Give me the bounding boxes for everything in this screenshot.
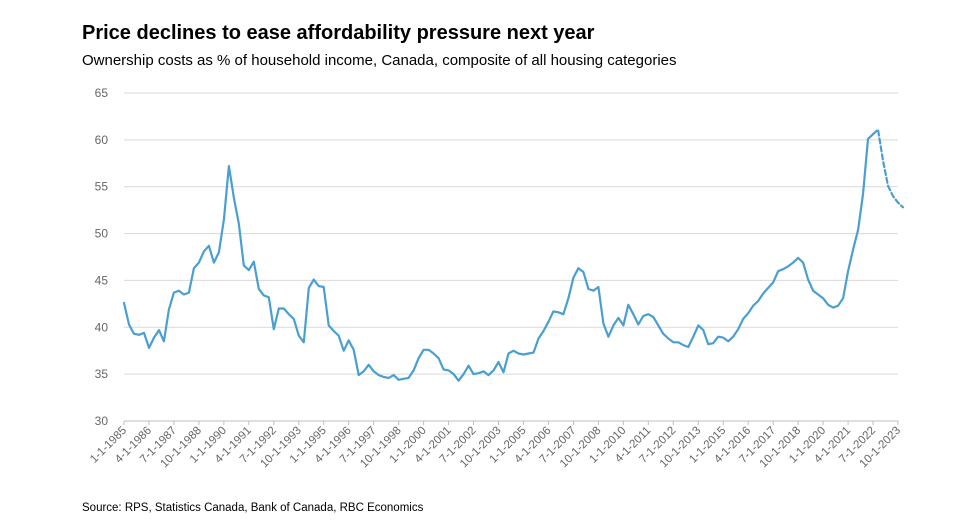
y-tick-label: 65	[95, 86, 109, 100]
y-tick-label: 55	[95, 180, 109, 194]
y-tick-label: 40	[95, 320, 109, 334]
series-lines	[122, 128, 905, 382]
y-tick-label: 50	[95, 227, 109, 241]
chart-title: Price declines to ease affordability pre…	[82, 22, 595, 44]
y-tick-label: 35	[95, 367, 109, 381]
chart-source: Source: RPS, Statistics Canada, Bank of …	[82, 502, 424, 514]
y-axis-ticks: 30 35 40 45 50 55 60 65	[95, 86, 109, 428]
y-tick-label: 60	[95, 133, 109, 147]
series-line-forecast	[871, 128, 905, 209]
y-tick-label: 30	[95, 414, 109, 428]
grid-lines	[124, 92, 898, 422]
y-tick-label: 45	[95, 273, 109, 287]
x-axis-ticks: 1-1-19854-1-19867-1-198710-1-19881-1-199…	[88, 421, 903, 470]
chart-subtitle: Ownership costs as % of household income…	[82, 52, 677, 69]
series-line-actual	[122, 133, 875, 382]
